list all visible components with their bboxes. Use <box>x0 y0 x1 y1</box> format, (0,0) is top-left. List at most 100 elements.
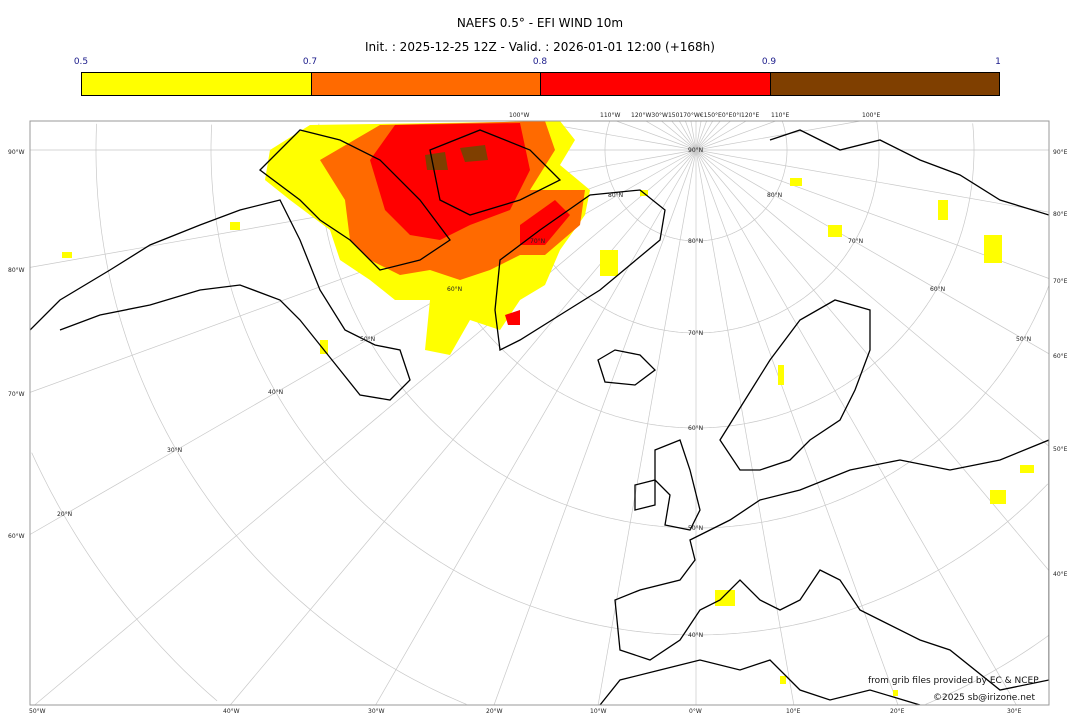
meridian-line <box>695 121 747 151</box>
meridian-line <box>661 121 697 151</box>
map-subtitle: Init. : 2025-12-25 12Z - Valid. : 2026-0… <box>365 40 715 54</box>
axis-label-right: 90°E <box>1053 149 1068 156</box>
axis-label-top: 100°W <box>509 112 530 119</box>
axis-label-top: 110°W <box>600 112 621 119</box>
lat-label: 80°N <box>767 192 783 199</box>
lat-label: 60°N <box>930 286 946 293</box>
meridian-line <box>695 121 861 151</box>
meridian-line <box>685 121 697 151</box>
meridian-line <box>645 121 697 151</box>
lat-label: 80°N <box>608 192 624 199</box>
colorbar-segment <box>770 73 999 95</box>
meridian-line <box>493 149 697 705</box>
meridian-line <box>34 149 697 705</box>
latitude-circle <box>31 452 218 702</box>
meridian-line <box>597 149 697 705</box>
meridian-line <box>695 121 776 151</box>
axis-label-bottom: 10°W <box>590 708 607 715</box>
russia-arctic-coast <box>769 129 1049 216</box>
axis-label-top: 110°E <box>771 112 790 119</box>
axis-label-left: 90°W <box>8 149 25 156</box>
axis-label-bottom: 30°W <box>368 708 385 715</box>
source-credit: from grib files provided by EC & NCEP <box>868 676 1039 686</box>
lat-label: 90°N <box>688 147 704 154</box>
meridian-line <box>695 121 731 151</box>
colorbar-tick: 0.8 <box>532 57 548 67</box>
lat-label: 40°N <box>268 389 284 396</box>
lat-label: 20°N <box>57 511 73 518</box>
colorbar-segment <box>311 73 541 95</box>
lat-label: 60°N <box>688 425 704 432</box>
meridian-line <box>695 149 1049 213</box>
axis-label-right: 40°E <box>1053 571 1068 578</box>
europe-coast <box>614 439 1049 691</box>
meridian-line <box>375 149 697 705</box>
efi-shading <box>62 121 1034 696</box>
coastlines <box>30 129 1049 705</box>
lat-label: 50°N <box>1016 336 1032 343</box>
arctic-archipelago-coast <box>259 129 562 271</box>
axis-label-right: 80°E <box>1053 211 1068 218</box>
colorbar-tick: 1 <box>995 57 1001 67</box>
axis-label-right: 50°E <box>1053 446 1068 453</box>
meridian-line <box>695 121 707 151</box>
lat-label: 30°N <box>167 447 183 454</box>
axis-label-bottom: 30°E <box>1007 708 1022 715</box>
colorbar-tick: 0.7 <box>302 57 318 67</box>
axis-label-bottom: 0°W <box>689 708 702 715</box>
meridian-line <box>671 121 697 151</box>
colorbar-segment <box>541 73 771 95</box>
axis-label-bottom: 10°E <box>786 708 801 715</box>
map-title: NAEFS 0.5° - EFI WIND 10m <box>456 16 624 30</box>
graticule <box>30 121 1049 705</box>
axis-label-bottom: 20°W <box>486 708 503 715</box>
scandinavia-coast <box>719 299 871 471</box>
axis-label-left: 70°W <box>8 391 25 398</box>
lat-label: 70°N <box>688 330 704 337</box>
axis-label-right: 60°E <box>1053 353 1068 360</box>
lat-label: 50°N <box>360 336 376 343</box>
uk-ireland-coast <box>634 439 701 531</box>
copyright: ©2025 sb@irizone.net <box>933 693 1035 703</box>
north-america-coast <box>30 199 411 401</box>
efi-area-0.8 <box>370 123 570 325</box>
meridian-line <box>616 121 697 151</box>
axis-label-left: 80°W <box>8 267 25 274</box>
meridian-line <box>695 149 1049 447</box>
colorbar-segment <box>82 73 312 95</box>
axis-label-bottom: 20°E <box>890 708 905 715</box>
meridian-line <box>695 149 795 705</box>
lat-label: 60°N <box>447 286 463 293</box>
colorbar <box>81 72 1000 96</box>
lat-label: 40°N <box>688 632 704 639</box>
latitude-circle <box>604 121 788 242</box>
meridian-line <box>695 121 702 151</box>
latitude-circle <box>210 124 1049 636</box>
africa-coast <box>599 659 921 705</box>
meridian-line <box>678 121 697 151</box>
lat-label: 50°N <box>688 525 704 532</box>
axis-label-left: 60°W <box>8 533 25 540</box>
colorbar-tick: 0.5 <box>73 57 89 67</box>
axis-label-bottom: 40°W <box>223 708 240 715</box>
lat-label: 70°N <box>530 238 546 245</box>
iceland-coast <box>597 349 656 386</box>
axis-label-bottom: 50°W <box>29 708 46 715</box>
meridian-line <box>695 149 1049 355</box>
colorbar-tick: 0.9 <box>761 57 777 67</box>
greenland-coast <box>494 189 666 351</box>
meridian-line <box>695 149 899 705</box>
latitude-circle <box>95 123 1049 705</box>
meridian-line <box>695 121 721 151</box>
meridian-line <box>695 149 1017 705</box>
meridian-line <box>695 121 714 151</box>
map-frame <box>29 120 1050 706</box>
meridian-line <box>690 121 697 151</box>
axis-label-right: 70°E <box>1053 278 1068 285</box>
lat-label: 80°N <box>688 238 704 245</box>
meridian-line <box>230 149 697 705</box>
efi-area-0.9 <box>425 145 488 170</box>
axis-label-top: 100°E <box>862 112 881 119</box>
lat-label: 70°N <box>848 238 864 245</box>
